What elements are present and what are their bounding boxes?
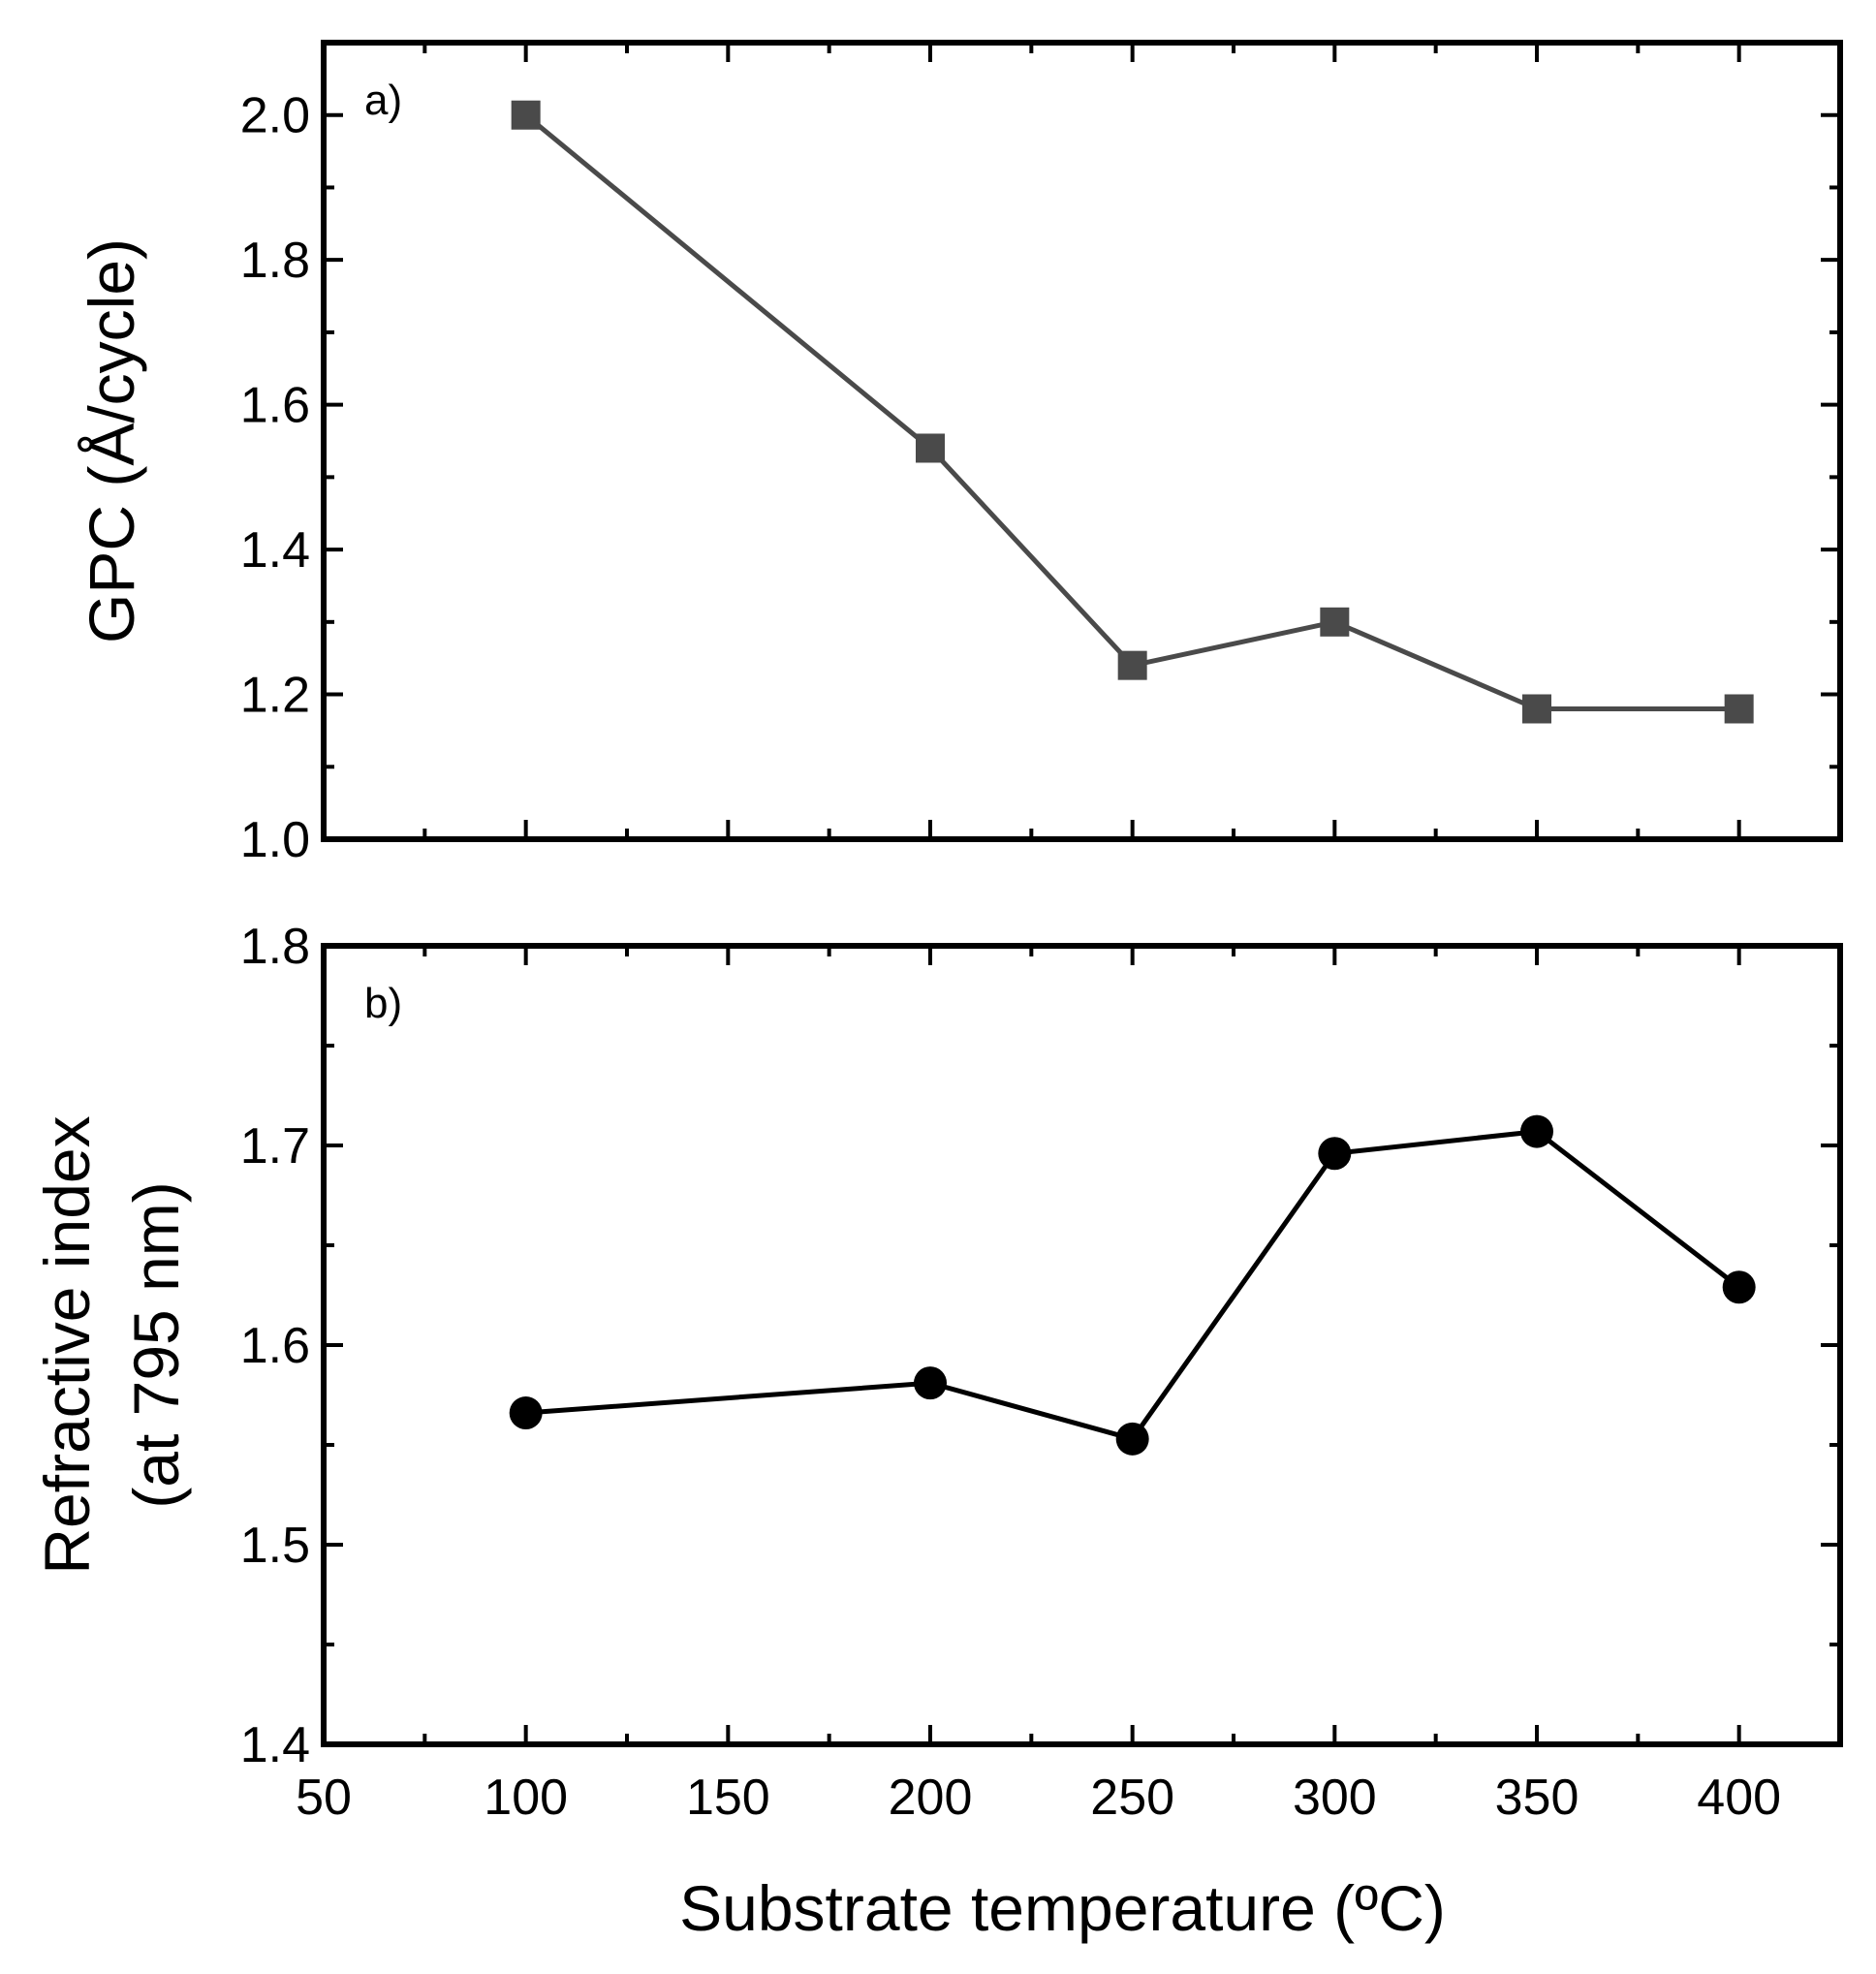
y-tick-label: 1.2 — [240, 668, 310, 724]
x-tick-label: 50 — [296, 1770, 352, 1826]
markers-a — [511, 100, 1754, 724]
data-point — [916, 433, 945, 463]
y-tick-label: 1.8 — [240, 919, 310, 975]
y-tick-label: 1.6 — [240, 378, 310, 434]
data-point — [1724, 694, 1754, 724]
panel-b: 1.41.51.61.71.8 50 100 150 200 250 300 350 400 … — [31, 919, 1843, 1944]
x-axis-title: Substrate temperature (ºC) — [679, 1872, 1446, 1944]
x-tick-labels: 50 100 150 200 250 300 350 400 — [296, 1770, 1781, 1826]
data-point — [1318, 1137, 1352, 1171]
y-tick-label: 1.4 — [240, 1717, 310, 1773]
y-tick-label: 1.7 — [240, 1118, 310, 1175]
y-tick-label: 1.5 — [240, 1518, 310, 1574]
panel-label-a: a) — [364, 77, 402, 124]
data-point — [1520, 1114, 1553, 1148]
x-tick-label: 100 — [484, 1770, 568, 1826]
plot-frame-b — [321, 943, 1843, 1747]
y-tick-label: 1.8 — [240, 233, 310, 289]
ticks-b — [322, 944, 1842, 1746]
y-axis-title-b-line2: (at 795 nm) — [120, 1181, 192, 1508]
y-tick-label: 1.0 — [240, 812, 310, 868]
x-tick-label: 400 — [1697, 1770, 1781, 1826]
panel-label-b: b) — [364, 980, 402, 1027]
markers-b — [509, 1114, 1756, 1456]
data-point — [1117, 650, 1147, 680]
data-point — [1522, 694, 1551, 724]
data-point — [511, 100, 541, 130]
y-tick-labels-a: 1.0 1.2 1.4 1.6 1.8 2.0 — [240, 88, 310, 868]
data-point — [1722, 1270, 1756, 1304]
ticks-a — [322, 41, 1842, 841]
y-tick-label: 2.0 — [240, 88, 310, 144]
y-tick-label: 1.6 — [240, 1318, 310, 1374]
data-point — [914, 1366, 947, 1400]
data-point — [1115, 1422, 1149, 1456]
data-point — [509, 1396, 543, 1430]
panel-a: 1.0 1.2 1.4 1.6 1.8 2.0 a) GPC (Å/cycle) — [76, 40, 1843, 868]
x-tick-label: 300 — [1293, 1770, 1377, 1826]
plot-frame-a — [321, 40, 1843, 842]
y-axis-title-a: GPC (Å/cycle) — [76, 238, 147, 643]
data-point — [1320, 607, 1350, 637]
x-tick-label: 250 — [1090, 1770, 1174, 1826]
x-tick-label: 150 — [686, 1770, 770, 1826]
y-tick-label: 1.4 — [240, 522, 310, 579]
x-tick-label: 200 — [889, 1770, 973, 1826]
y-axis-title-b-line1: Refractive index — [31, 1115, 103, 1574]
x-tick-label: 350 — [1495, 1770, 1579, 1826]
series-line-a — [524, 112, 1739, 711]
y-tick-labels-b: 1.4 1.5 1.6 1.7 1.8 — [240, 919, 310, 1773]
series-line-b — [525, 1128, 1741, 1442]
